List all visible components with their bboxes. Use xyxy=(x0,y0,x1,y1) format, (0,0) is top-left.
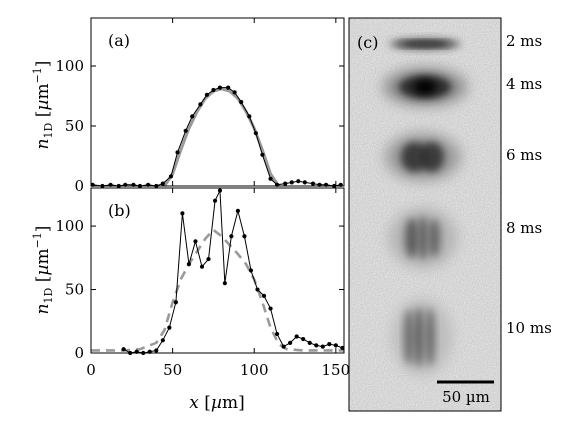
panel-b-series-0-line xyxy=(123,190,343,354)
panel-c-image: (c) 50 µm xyxy=(348,17,502,412)
panel-b-frame xyxy=(90,187,345,354)
panel-b-data-point xyxy=(340,345,345,351)
panel-b-data-point xyxy=(160,338,165,343)
panel-b-ticks: 0 50 100 0 50 100 150 xyxy=(55,188,350,379)
cloud-6ms xyxy=(385,133,461,181)
panel-b-data-point xyxy=(199,264,205,269)
panel-b-xlabel: x [µm] xyxy=(189,393,244,413)
panel-b-data-point xyxy=(320,344,325,349)
panel-a-data-point xyxy=(160,181,165,186)
panel-a-ytick-label: 50 xyxy=(65,117,84,135)
panel-b-data-point xyxy=(301,336,306,342)
panel-b-series xyxy=(91,188,345,356)
panel-b-data-point xyxy=(121,347,126,352)
panel-a-ytick-label: 100 xyxy=(55,57,84,75)
panel-a-data-point xyxy=(302,180,307,185)
panel-b-data-point xyxy=(186,262,192,267)
panel-b-xtick-label: 50 xyxy=(163,361,182,379)
panel-a-data-point xyxy=(204,92,209,97)
cloud-4ms xyxy=(383,68,467,106)
panel-a-ylabel-group: n1D [µm−1] xyxy=(31,61,55,150)
panel-a-data-point xyxy=(226,85,231,90)
time-label-2ms: 2 ms xyxy=(506,32,542,50)
panel-b: 0 50 100 0 50 100 150 (b) xyxy=(55,187,350,379)
cloud-10ms xyxy=(392,299,452,375)
panel-a-data-point xyxy=(268,176,273,181)
panel-b-xtick-label: 0 xyxy=(86,361,96,379)
panel-b-data-point xyxy=(333,343,338,348)
panel-b-data-point xyxy=(268,306,273,311)
panel-b-xtick-label: 150 xyxy=(322,361,351,379)
panel-a-data-point xyxy=(247,114,252,119)
panel-a-series-1-line xyxy=(163,87,280,187)
panel-a-data-point xyxy=(253,131,258,136)
panel-b-ytick-label: 100 xyxy=(55,217,84,235)
panel-a-data-point xyxy=(168,174,174,179)
panel-a-data-point xyxy=(198,102,203,107)
panel-b-data-point xyxy=(255,287,260,292)
panel-b-data-point xyxy=(242,234,247,239)
panel-c-tag: (c) xyxy=(357,33,378,52)
panel-b-data-point xyxy=(261,293,267,298)
panel-b-data-point xyxy=(167,325,172,330)
panel-b-data-point xyxy=(248,268,254,273)
time-label-8ms: 8 ms xyxy=(506,219,542,237)
panel-b-ytick-label: 0 xyxy=(74,344,84,362)
panel-b-tag: (b) xyxy=(108,201,131,220)
cloud-2ms xyxy=(389,38,461,50)
panel-b-data-point xyxy=(294,334,299,339)
time-label-10ms: 10 ms xyxy=(506,319,552,337)
panel-a-series-0-line xyxy=(92,87,341,187)
panel-a-tag: (a) xyxy=(108,31,130,50)
panel-c-frame xyxy=(348,17,502,412)
panel-b-data-point xyxy=(307,340,312,345)
panel-b-xtick-label: 100 xyxy=(240,361,269,379)
panel-a-data-point xyxy=(211,87,216,93)
panel-a-data-point xyxy=(260,152,265,157)
panel-a: 0 50 100 (a) xyxy=(55,17,345,195)
panel-b-data-point xyxy=(229,234,234,239)
panel-a-ylabel: n1D [µm−1] xyxy=(31,61,55,150)
panel-b-data-point xyxy=(193,239,198,244)
panel-a-data-point xyxy=(296,179,301,184)
scale-bar-label: 50 µm xyxy=(442,388,490,406)
panel-a-data-point xyxy=(232,90,237,95)
panel-b-data-point xyxy=(314,343,319,348)
cloud-8ms xyxy=(389,208,457,268)
panel-a-data-point xyxy=(283,181,288,186)
panel-b-data-point xyxy=(274,331,280,337)
panel-b-ylabel: n1D [µm−1] xyxy=(31,226,55,315)
panel-a-data-point xyxy=(190,114,195,119)
panel-a-data-point xyxy=(289,180,294,185)
panel-b-data-point xyxy=(222,281,227,286)
panel-a-data-point xyxy=(217,85,223,90)
panel-a-ytick-label: 0 xyxy=(74,177,84,195)
panel-a-ticks: 0 50 100 xyxy=(55,18,344,195)
time-label-4ms: 4 ms xyxy=(506,75,542,93)
panel-a-data-point xyxy=(175,150,180,155)
panel-b-data-point xyxy=(206,256,211,262)
panel-b-data-point xyxy=(235,208,241,213)
panel-b-data-point xyxy=(217,188,223,193)
panel-a-series xyxy=(90,85,343,189)
panel-b-data-point xyxy=(281,344,286,349)
panel-b-data-point xyxy=(288,340,293,345)
panel-b-data-point xyxy=(180,211,185,216)
panel-b-data-point xyxy=(154,348,159,353)
panel-b-series-1-line xyxy=(91,228,344,352)
time-label-6ms: 6 ms xyxy=(506,146,542,164)
panel-b-data-point xyxy=(173,300,178,305)
panel-b-data-point xyxy=(327,342,332,347)
panel-a-data-point xyxy=(310,181,316,186)
panel-a-data-point xyxy=(239,99,244,105)
panel-b-ylabel-group: n1D [µm−1] xyxy=(31,226,55,315)
panel-a-frame xyxy=(90,17,345,187)
panel-b-data-point xyxy=(212,198,218,203)
panel-a-data-point xyxy=(183,128,188,133)
panel-b-ytick-label: 50 xyxy=(65,281,84,299)
